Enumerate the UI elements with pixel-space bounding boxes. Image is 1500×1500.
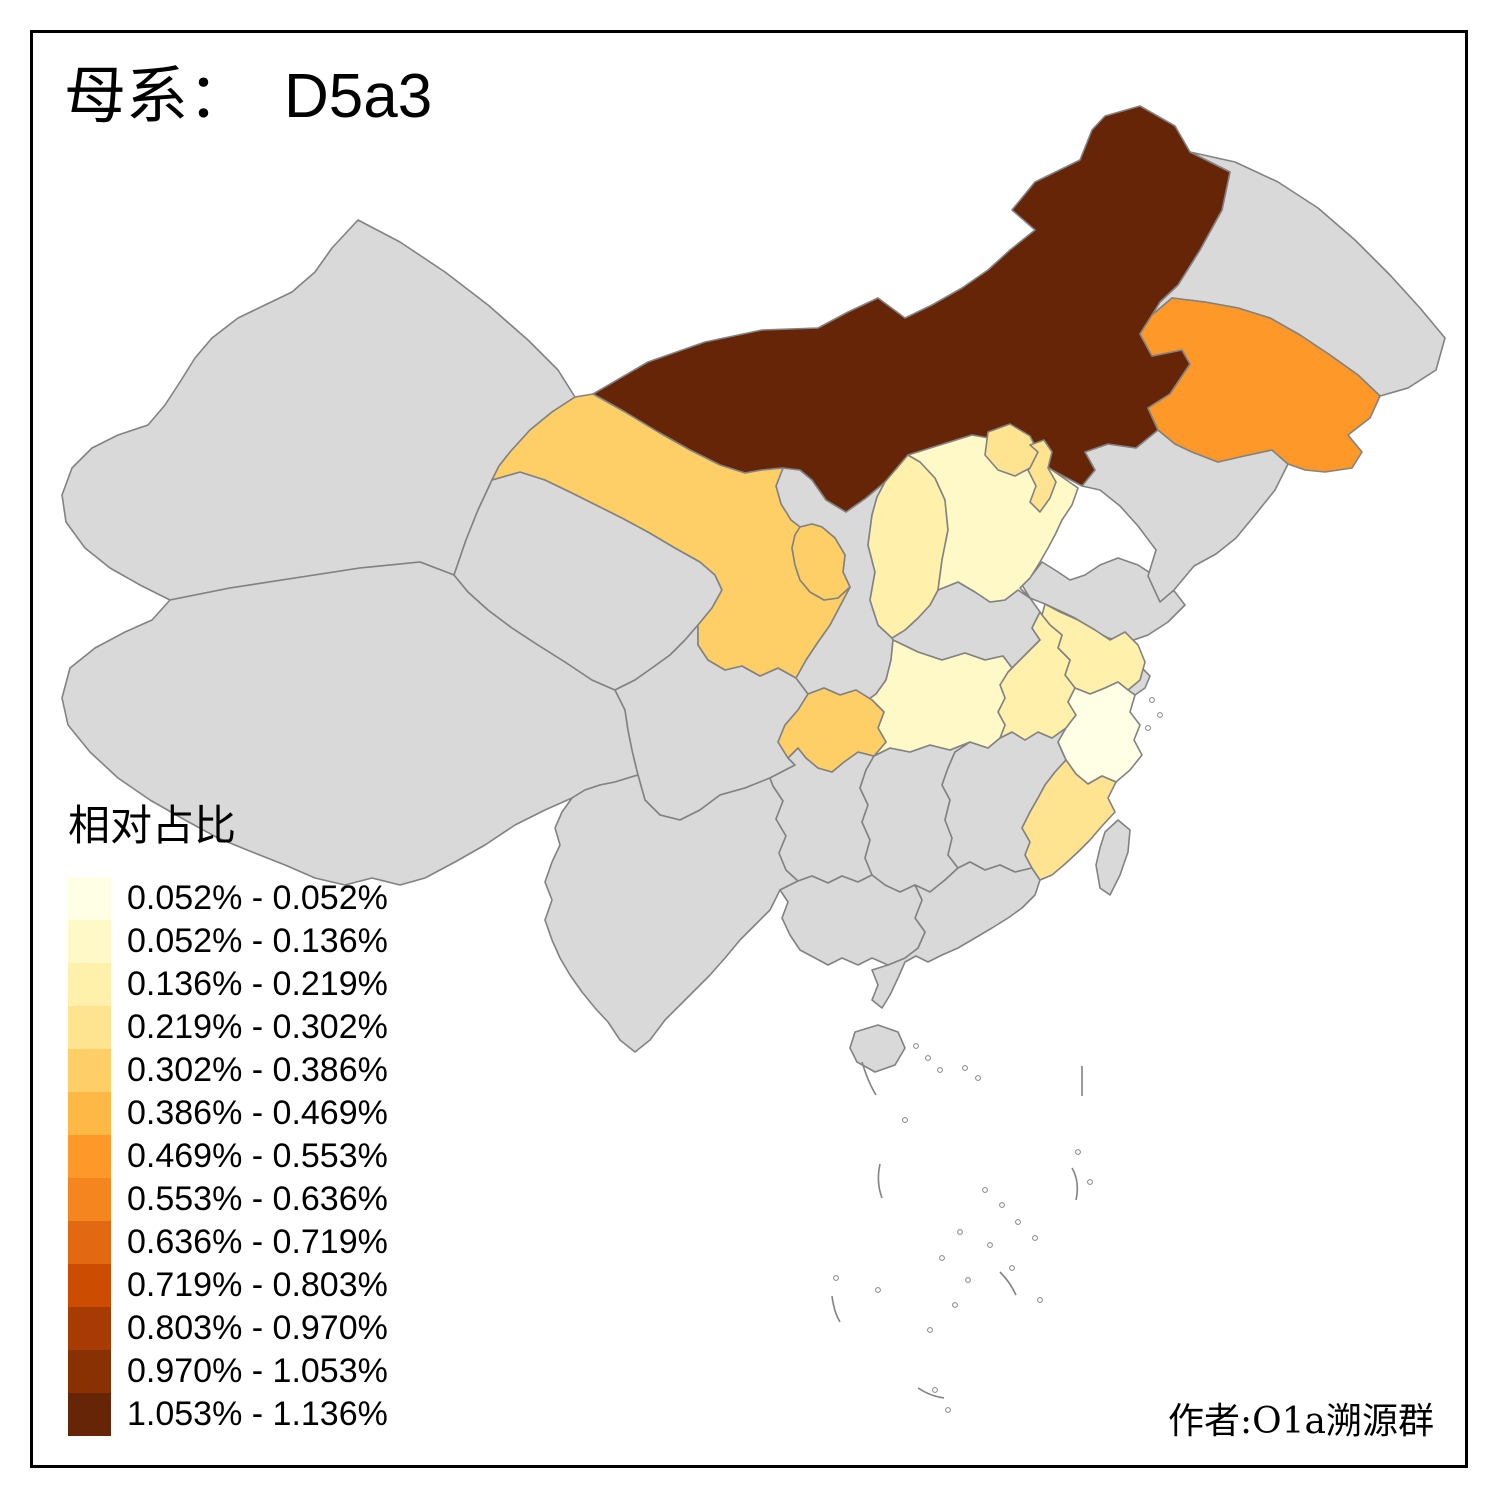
legend-label: 0.803% - 0.970%	[127, 1309, 388, 1347]
legend-swatch	[68, 1393, 111, 1436]
legend-item: 0.052% - 0.052%	[68, 877, 388, 920]
sea-islet	[1149, 697, 1155, 703]
legend-item: 0.803% - 0.970%	[68, 1307, 388, 1350]
sea-islet	[945, 1407, 951, 1413]
legend-item: 0.636% - 0.719%	[68, 1221, 388, 1264]
sea-dash-line	[831, 1295, 841, 1323]
legend-item: 0.970% - 1.053%	[68, 1350, 388, 1393]
legend-swatch	[68, 1221, 111, 1264]
sea-islet	[965, 1277, 971, 1283]
sea-islet	[999, 1202, 1005, 1208]
legend-label: 0.302% - 0.386%	[127, 1051, 388, 1089]
sea-islet	[913, 1043, 919, 1049]
author-credit: 作者:O1a溯源群	[1167, 1401, 1434, 1442]
title-haplogroup: D5a3	[284, 62, 433, 131]
province-jilin	[1139, 297, 1381, 473]
province-guangxi	[779, 874, 926, 966]
sea-islet	[902, 1117, 908, 1123]
legend-item: 0.219% - 0.302%	[68, 1006, 388, 1049]
sea-islet	[982, 1187, 988, 1193]
sea-islet	[937, 1067, 943, 1073]
sea-islet	[833, 1275, 839, 1281]
sea-islet	[952, 1302, 958, 1308]
sea-islet	[957, 1229, 963, 1235]
sea-dash-line	[917, 1387, 945, 1399]
sea-islet	[1032, 1235, 1038, 1241]
sea-islet	[1037, 1297, 1043, 1303]
legend-label: 0.052% - 0.052%	[127, 879, 388, 917]
legend: 相对占比 0.052% - 0.052% 0.052% - 0.136% 0.136…	[68, 792, 388, 1436]
sea-islet	[927, 1327, 933, 1333]
province-ningxia	[791, 523, 851, 601]
sea-islet	[925, 1055, 931, 1061]
legend-label: 0.052% - 0.136%	[127, 922, 388, 960]
sea-islet	[1087, 1179, 1093, 1185]
sea-islet	[875, 1287, 881, 1293]
legend-item: 0.136% - 0.219%	[68, 963, 388, 1006]
legend-swatch	[68, 1264, 111, 1307]
province-taiwan	[1095, 819, 1131, 896]
legend-item: 0.302% - 0.386%	[68, 1049, 388, 1092]
legend-label: 0.219% - 0.302%	[127, 1008, 388, 1046]
province-tianjin	[1027, 439, 1057, 513]
legend-swatch	[68, 1307, 111, 1350]
sea-islet	[1015, 1219, 1021, 1225]
sea-islet	[1075, 1149, 1081, 1155]
legend-swatch	[68, 963, 111, 1006]
legend-label: 0.970% - 1.053%	[127, 1352, 388, 1390]
legend-item: 0.052% - 0.136%	[68, 920, 388, 963]
legend-label: 0.553% - 0.636%	[127, 1180, 388, 1218]
province-chongqing	[777, 687, 887, 773]
sea-dash-line	[999, 1271, 1017, 1296]
legend-swatch	[68, 1092, 111, 1135]
legend-label: 0.386% - 0.469%	[127, 1094, 388, 1132]
province-hainan	[849, 1024, 906, 1073]
sea-islet	[1157, 712, 1163, 718]
sea-islet	[932, 1387, 938, 1393]
province-anhui	[997, 611, 1077, 741]
legend-label: 0.136% - 0.219%	[127, 965, 388, 1003]
sea-islet	[987, 1242, 993, 1248]
province-fujian	[1021, 759, 1117, 881]
title-prefix: 母系：	[64, 59, 251, 132]
sea-dash-line	[877, 1163, 883, 1199]
legend-label: 0.469% - 0.553%	[127, 1137, 388, 1175]
legend-swatch	[68, 1178, 111, 1221]
legend-swatch	[68, 1135, 111, 1178]
legend-item: 0.719% - 0.803%	[68, 1264, 388, 1307]
legend-swatch	[68, 1006, 111, 1049]
legend-label: 0.719% - 0.803%	[127, 1266, 388, 1304]
sea-islet	[939, 1255, 945, 1261]
sea-islet	[975, 1075, 981, 1081]
legend-item: 0.386% - 0.469%	[68, 1092, 388, 1135]
sea-islet	[962, 1065, 968, 1071]
legend-swatch	[68, 877, 111, 920]
sea-islet	[1009, 1265, 1015, 1271]
legend-label: 0.636% - 0.719%	[127, 1223, 388, 1261]
legend-item: 0.469% - 0.553%	[68, 1135, 388, 1178]
legend-swatch	[68, 1049, 111, 1092]
sea-dash-line	[861, 1061, 877, 1096]
sea-islet	[1145, 725, 1151, 731]
legend-swatch	[68, 1350, 111, 1393]
page-title: 母系： D5a3	[64, 59, 433, 132]
legend-item: 0.553% - 0.636%	[68, 1178, 388, 1221]
legend-label: 1.053% - 1.136%	[127, 1395, 388, 1433]
province-zhejiang	[1057, 681, 1143, 785]
legend-swatch	[68, 920, 111, 963]
legend-rows: 0.052% - 0.052% 0.052% - 0.136% 0.136% - 0…	[68, 877, 388, 1436]
legend-item: 1.053% - 1.136%	[68, 1393, 388, 1436]
legend-title: 相对占比	[68, 801, 237, 850]
province-shandong	[1021, 557, 1186, 643]
sea-dash-line	[1071, 1167, 1079, 1201]
